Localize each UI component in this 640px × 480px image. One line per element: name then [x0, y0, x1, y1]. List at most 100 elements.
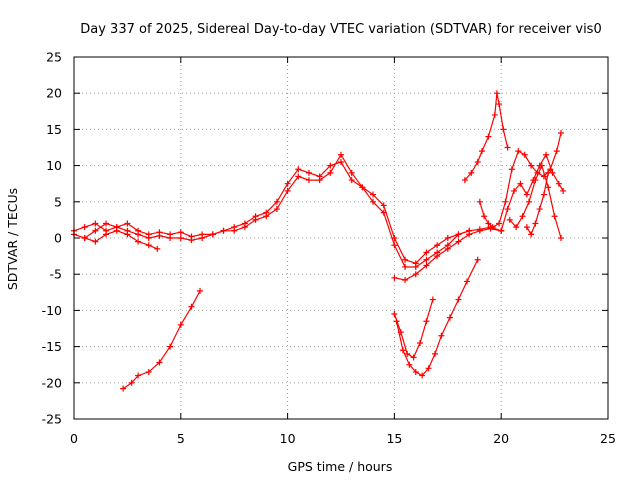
- data-point: [145, 368, 152, 375]
- data-point: [284, 187, 291, 194]
- data-point: [188, 237, 195, 244]
- data-point: [305, 177, 312, 184]
- series-track-f: [395, 259, 479, 377]
- data-point: [423, 249, 430, 256]
- data-point: [338, 151, 344, 158]
- data-point: [273, 198, 280, 205]
- data-point: [199, 235, 206, 241]
- x-tick-label: 5: [177, 431, 185, 446]
- data-point: [434, 242, 441, 249]
- data-point: [515, 148, 522, 155]
- x-tick-labels: 0 5 10 15 20 25: [70, 431, 616, 446]
- data-point: [92, 227, 99, 234]
- data-point: [410, 354, 417, 361]
- data-point: [380, 202, 387, 209]
- data-point: [481, 213, 488, 220]
- data-point: [431, 350, 438, 357]
- data-point: [391, 242, 398, 249]
- data-point: [511, 187, 518, 194]
- data-point: [399, 347, 406, 354]
- data-point: [231, 227, 238, 234]
- data-point: [380, 209, 387, 216]
- data-point: [156, 359, 163, 366]
- data-point: [295, 173, 302, 180]
- data-point: [517, 180, 524, 187]
- data-point: [521, 151, 528, 158]
- data-point: [496, 220, 503, 227]
- data-point: [553, 148, 560, 155]
- data-point: [500, 126, 507, 133]
- series-track-g: [393, 299, 434, 359]
- data-point: [393, 318, 400, 325]
- data-point: [476, 227, 483, 234]
- data-point: [496, 101, 503, 108]
- data-point: [359, 184, 366, 191]
- x-tick-label: 20: [493, 431, 509, 446]
- data-point: [370, 191, 377, 198]
- data-point: [536, 206, 543, 213]
- series-tracks: [73, 93, 564, 390]
- grid-lines: [74, 57, 608, 419]
- data-point: [434, 253, 441, 260]
- data-point: [406, 361, 413, 368]
- data-point: [545, 169, 552, 176]
- data-point: [220, 227, 227, 234]
- data-point: [478, 148, 485, 155]
- series-markers: [71, 90, 567, 392]
- data-point: [519, 213, 526, 220]
- data-point: [498, 227, 505, 234]
- data-point: [528, 162, 535, 169]
- y-tick-label: -5: [50, 267, 62, 282]
- data-point: [423, 256, 430, 263]
- data-point: [241, 224, 248, 231]
- data-point: [485, 220, 492, 227]
- data-point: [167, 235, 174, 241]
- data-point: [474, 256, 481, 263]
- data-point: [491, 111, 498, 118]
- data-point: [197, 287, 204, 294]
- data-point: [412, 368, 419, 375]
- data-point: [455, 296, 462, 303]
- y-tick-labels: -25 -20 -15 -10 -5 0 5 10 15 20 25: [42, 50, 62, 427]
- data-point: [92, 238, 99, 245]
- data-point: [103, 220, 110, 227]
- axis-ticks: [73, 56, 609, 420]
- y-tick-label: -20: [42, 375, 62, 390]
- data-point: [468, 169, 475, 176]
- data-point: [348, 177, 355, 184]
- data-point: [476, 198, 483, 205]
- data-point: [92, 220, 99, 227]
- data-point: [543, 151, 550, 158]
- data-point: [461, 177, 468, 184]
- data-point: [135, 372, 142, 379]
- data-point: [540, 191, 547, 198]
- data-point: [444, 245, 451, 252]
- y-tick-label: 15: [46, 122, 62, 137]
- data-point: [444, 235, 451, 241]
- series-track-c: [84, 230, 158, 250]
- data-point: [177, 321, 184, 328]
- data-point: [402, 256, 409, 263]
- y-axis-title: SDTVAR / TECUs: [5, 188, 20, 290]
- data-point: [455, 231, 462, 238]
- data-point: [466, 231, 473, 238]
- data-point: [489, 224, 496, 231]
- data-point: [120, 385, 127, 392]
- data-point: [402, 263, 409, 270]
- data-point: [103, 231, 110, 238]
- y-tick-label: 25: [46, 50, 62, 65]
- data-point: [560, 187, 567, 194]
- data-point: [167, 343, 174, 350]
- data-point: [124, 231, 131, 238]
- y-tick-label: -15: [42, 339, 62, 354]
- y-tick-label: 20: [46, 86, 62, 101]
- x-axis-title: GPS time / hours: [288, 459, 393, 474]
- data-point: [525, 198, 532, 205]
- data-point: [538, 162, 545, 169]
- data-point: [209, 231, 216, 238]
- data-point: [523, 191, 530, 198]
- data-point: [425, 365, 432, 372]
- data-point: [348, 169, 355, 176]
- x-tick-label: 25: [600, 431, 616, 446]
